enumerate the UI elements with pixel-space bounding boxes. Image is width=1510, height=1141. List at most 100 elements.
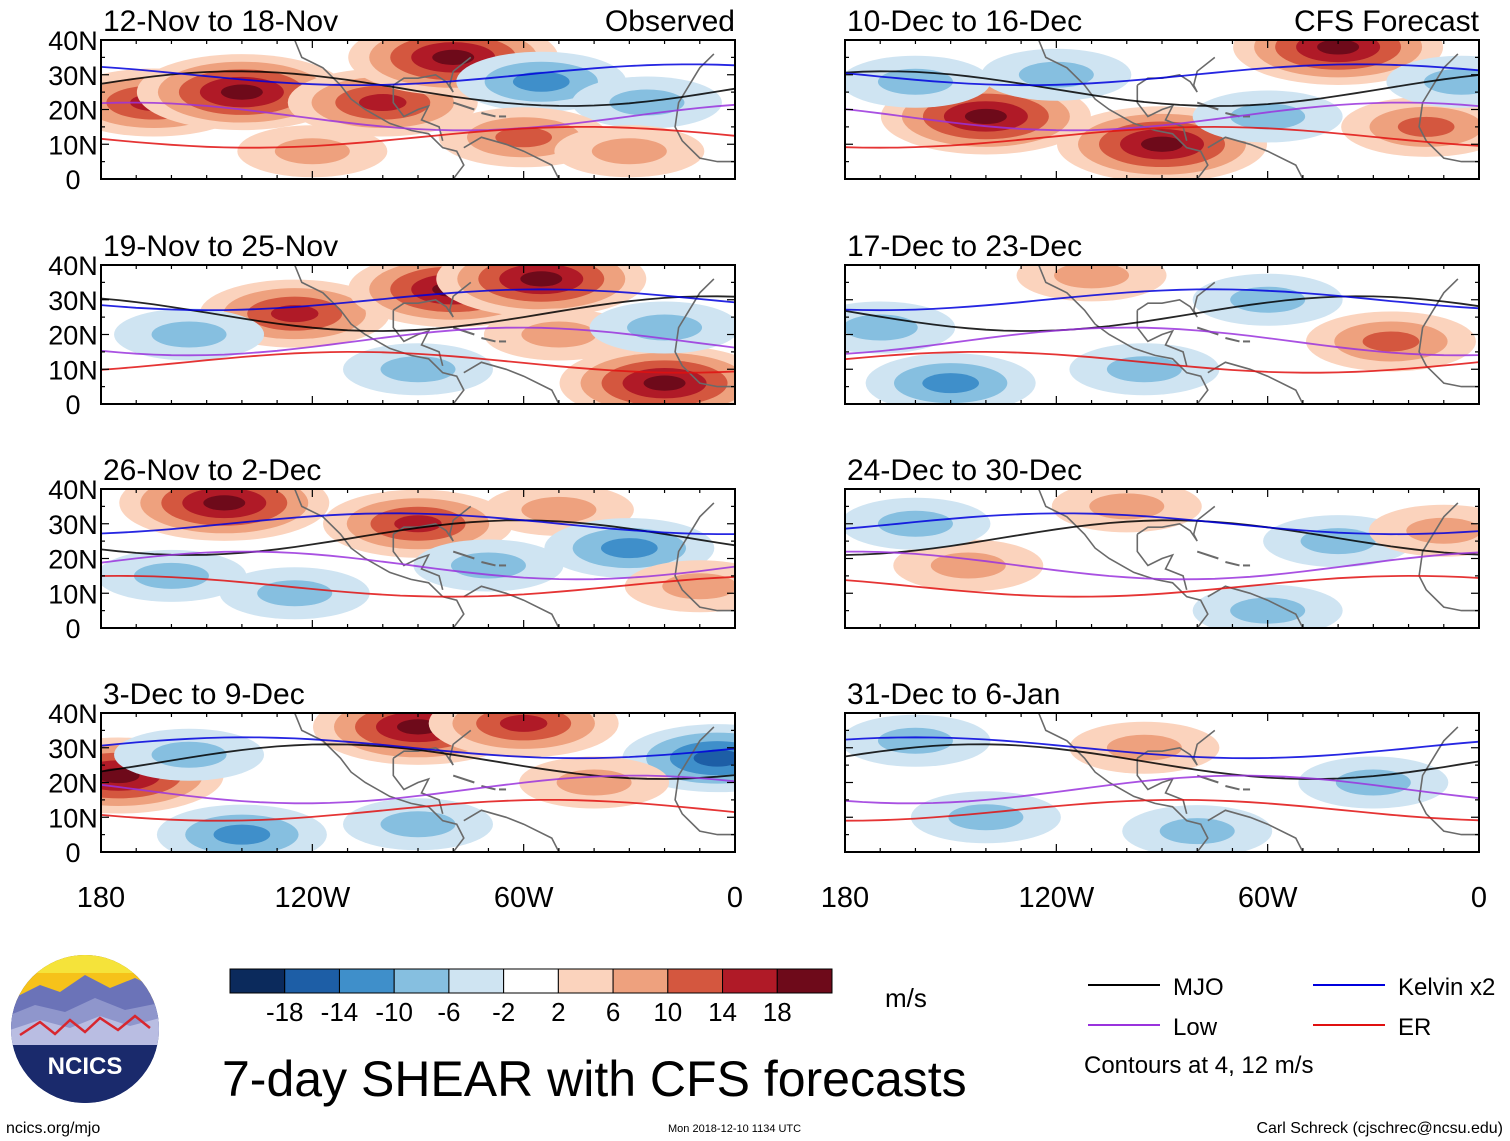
anomaly-5-2-1 bbox=[1230, 597, 1306, 624]
panel-title-5: 24-Dec to 30-Dec bbox=[847, 454, 1082, 487]
coastline-6-4 bbox=[674, 726, 735, 836]
colorbar-swatch-9 bbox=[722, 968, 778, 994]
anomaly-2-2-4 bbox=[520, 271, 563, 287]
anomaly-2-6-1 bbox=[380, 356, 456, 383]
anomaly-3-2-2 bbox=[922, 373, 980, 394]
contour-3-0 bbox=[845, 295, 1479, 332]
island-4-1 bbox=[481, 561, 496, 567]
panel-tag-1: CFS Forecast bbox=[1294, 5, 1480, 38]
coastline-6-3 bbox=[463, 809, 560, 852]
colorbar-label-4: -2 bbox=[492, 997, 515, 1027]
contour-4-3 bbox=[101, 574, 735, 598]
anomaly-1-5-2 bbox=[1397, 116, 1455, 137]
lon-label-0-3: 0 bbox=[727, 882, 743, 914]
legend: MJO Kelvin x2 Low ER bbox=[1088, 974, 1495, 1041]
anomaly-6-3-2 bbox=[213, 824, 271, 845]
anomaly-1-1-1 bbox=[877, 68, 953, 95]
contour-2-1 bbox=[101, 326, 735, 357]
anomaly-5-3-1 bbox=[877, 510, 953, 537]
panel-title-3: 17-Dec to 23-Dec bbox=[847, 230, 1082, 263]
anomaly-2-4-1 bbox=[521, 321, 597, 348]
coastline-3-2 bbox=[1136, 281, 1216, 318]
contour-1-0 bbox=[845, 70, 1479, 107]
units-label: m/s bbox=[885, 983, 927, 1013]
coastline-0-4 bbox=[674, 53, 735, 163]
anomaly-7-3-1 bbox=[1335, 769, 1411, 796]
anomaly-0-7-1 bbox=[274, 138, 350, 165]
coastline-5-2 bbox=[1136, 505, 1216, 542]
coastline-6-1 bbox=[392, 758, 444, 815]
anomaly-1-3-4 bbox=[1317, 40, 1360, 55]
anomaly-7-2-1 bbox=[1159, 818, 1235, 845]
lat-label-0-4: 0 bbox=[65, 165, 80, 195]
colorbar-swatch-0 bbox=[229, 968, 286, 994]
anomaly-4-3-1 bbox=[133, 562, 209, 589]
contour-7-3 bbox=[845, 798, 1479, 822]
anomaly-0-3-4 bbox=[432, 49, 475, 65]
island-6-0 bbox=[452, 774, 475, 784]
anomaly-6-1-4 bbox=[397, 719, 439, 735]
legend-label-3: ER bbox=[1398, 1014, 1431, 1041]
coastline-4-2 bbox=[392, 505, 472, 542]
contour-note: Contours at 4, 12 m/s bbox=[1084, 1052, 1313, 1079]
anomaly-3-5-1 bbox=[845, 314, 918, 341]
anomaly-7-1-1 bbox=[948, 804, 1024, 831]
colorbar-label-0: -18 bbox=[266, 997, 304, 1027]
panel-6: 40N 30N 20N 10N 0 3-Dec to 9-Dec bbox=[48, 678, 736, 868]
coastline-3-0 bbox=[1037, 265, 1209, 404]
panel-3: 17-Dec to 23-Dec bbox=[844, 230, 1480, 405]
panel-title-0: 12-Nov to 18-Nov bbox=[103, 5, 338, 38]
coastline-7-1 bbox=[1136, 758, 1188, 815]
colorbar-label-9: 18 bbox=[763, 997, 792, 1027]
panel-7: 31-Dec to 6-Jan bbox=[844, 678, 1480, 853]
contour-0-2 bbox=[101, 63, 735, 86]
anomaly-2-7-1 bbox=[627, 314, 703, 341]
contour-4-2 bbox=[101, 512, 735, 535]
lat-label-2-3: 10N bbox=[48, 355, 98, 385]
lat-label-4-0: 40N bbox=[48, 475, 98, 505]
anomaly-6-4-1 bbox=[380, 811, 456, 838]
coastline-0-0 bbox=[293, 40, 465, 179]
lat-label-6-0: 40N bbox=[48, 699, 98, 729]
panel-title-1: 10-Dec to 16-Dec bbox=[847, 5, 1082, 38]
contour-7-2 bbox=[845, 736, 1479, 760]
contour-1-3 bbox=[845, 125, 1479, 149]
contour-6-0 bbox=[101, 743, 735, 780]
anomaly-6-7-1 bbox=[151, 741, 227, 768]
anomaly-2-3-4 bbox=[643, 375, 686, 391]
coastline-7-3 bbox=[1207, 809, 1304, 852]
contour-0-0 bbox=[101, 70, 735, 107]
lon-label-0-2: 60W bbox=[494, 882, 554, 914]
legend-label-2: Low bbox=[1173, 1014, 1218, 1041]
contour-3-3 bbox=[845, 351, 1479, 374]
contour-2-0 bbox=[101, 295, 735, 332]
contour-0-1 bbox=[101, 101, 735, 132]
colorbar-swatch-8 bbox=[667, 968, 724, 994]
coastline-1-0 bbox=[1037, 40, 1209, 179]
anomaly-0-1-4 bbox=[220, 84, 263, 100]
lat-label-0-3: 10N bbox=[48, 130, 98, 160]
anomaly-4-4-1 bbox=[257, 580, 333, 607]
map-panels: 40N 30N 20N 10N 0 12-Nov to 18-Nov Observed 10-… bbox=[48, 5, 1480, 868]
coastline-3-4 bbox=[1418, 278, 1479, 388]
chart-title: 7-day SHEAR with CFS forecasts bbox=[222, 1051, 967, 1107]
anomaly-0-4-2 bbox=[512, 71, 570, 92]
contour-5-1 bbox=[845, 550, 1479, 581]
lat-label-2-2: 20N bbox=[48, 321, 98, 351]
lon-label-1-2: 60W bbox=[1238, 882, 1298, 914]
contour-7-0 bbox=[845, 743, 1479, 780]
panel-title-6: 3-Dec to 9-Dec bbox=[103, 678, 305, 711]
contour-5-3 bbox=[845, 574, 1479, 598]
island-2-0 bbox=[452, 326, 475, 336]
footer-url: ncics.org/mjo bbox=[6, 1120, 100, 1137]
colorbar-label-6: 6 bbox=[606, 997, 620, 1027]
anomaly-1-6-1 bbox=[1018, 61, 1094, 88]
contour-2-3 bbox=[101, 350, 735, 374]
island-0-0 bbox=[452, 101, 475, 111]
anomaly-0-5-1 bbox=[609, 89, 685, 116]
panel-title-2: 19-Nov to 25-Nov bbox=[103, 230, 338, 263]
coastline-0-1 bbox=[392, 85, 444, 142]
anomaly-1-7-1 bbox=[1423, 68, 1479, 95]
anomaly-1-2-4 bbox=[1141, 136, 1183, 152]
